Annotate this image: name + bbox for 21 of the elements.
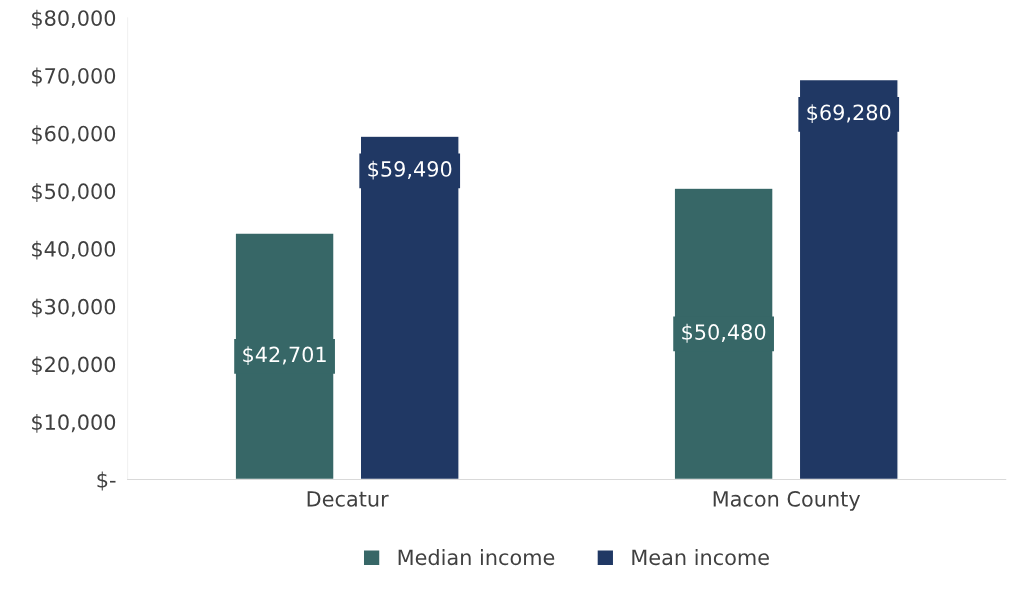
data-label: $59,490 xyxy=(368,160,452,180)
y-tick-label: $10,000 xyxy=(32,413,116,433)
y-tick-label: $20,000 xyxy=(32,356,116,376)
bar xyxy=(673,187,774,480)
bar xyxy=(234,232,335,480)
legend-label: Mean income xyxy=(632,549,769,566)
data-label: $42,701 xyxy=(243,346,326,366)
bar xyxy=(359,135,460,480)
y-tick-label: $40,000 xyxy=(32,240,116,260)
bar xyxy=(798,78,899,480)
y-tick-label: $- xyxy=(97,471,116,491)
y-tick-label: $80,000 xyxy=(32,9,116,29)
x-tick-label: Decatur xyxy=(307,491,389,507)
y-tick-label: $50,000 xyxy=(32,183,116,202)
y-tick-label: $70,000 xyxy=(32,67,116,87)
y-tick-label: $60,000 xyxy=(32,125,116,145)
x-tick-label: Macon County xyxy=(713,491,861,511)
legend-label: Median income xyxy=(398,549,555,566)
data-label: $69,280 xyxy=(807,104,891,124)
data-label: $50,480 xyxy=(682,323,766,343)
y-tick-label: $30,000 xyxy=(32,298,116,318)
